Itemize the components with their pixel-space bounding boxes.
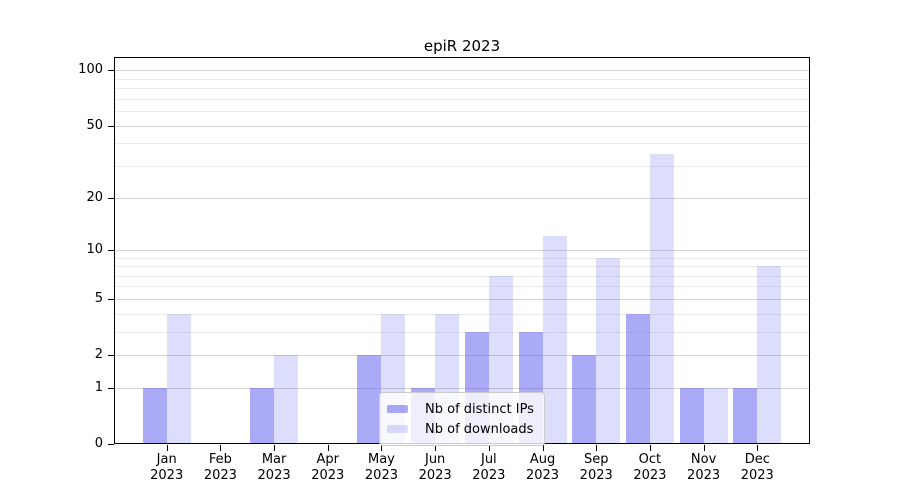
x-tick-label: Sep 2023 xyxy=(579,452,613,483)
y-tick-label: 50 xyxy=(86,117,103,133)
legend-entry-downloads: Nb of downloads xyxy=(387,419,534,439)
gridline-minor xyxy=(114,98,810,100)
bar-distinct-ips xyxy=(572,355,597,444)
x-axis-tick xyxy=(596,445,598,451)
y-tick-label: 20 xyxy=(86,189,103,205)
x-axis-tick xyxy=(327,445,329,451)
gridline-major xyxy=(114,298,810,300)
bar-downloads xyxy=(542,236,567,444)
bar-downloads xyxy=(703,387,728,444)
y-tick-label: 10 xyxy=(86,241,103,257)
legend-swatch-distinct-ips xyxy=(387,405,408,413)
y-tick-label: 0 xyxy=(94,436,103,451)
legend-entry-distinct-ips: Nb of distinct IPs xyxy=(387,399,534,419)
x-axis-tick xyxy=(220,445,222,451)
x-tick-label: Nov 2023 xyxy=(687,452,721,483)
bar-distinct-ips xyxy=(625,313,650,444)
x-tick-label: Aug 2023 xyxy=(525,452,560,483)
chart-title: epiR 2023 xyxy=(423,37,501,55)
plot-area: Nb of distinct IPs Nb of downloads xyxy=(114,57,810,446)
y-axis-tick xyxy=(108,70,114,72)
bar-distinct-ips xyxy=(357,355,382,444)
gridline-minor xyxy=(114,313,810,315)
x-tick-label: May 2023 xyxy=(364,452,398,483)
x-tick-label: Jun 2023 xyxy=(418,452,452,483)
x-tick-label: Dec 2023 xyxy=(740,452,774,483)
bar-distinct-ips xyxy=(679,387,704,444)
x-axis-tick xyxy=(649,445,651,451)
bar-downloads xyxy=(757,266,782,444)
x-axis-tick xyxy=(435,445,437,451)
gridline-minor xyxy=(114,78,810,80)
gridline-minor xyxy=(114,166,810,167)
legend-swatch-downloads xyxy=(387,425,408,433)
y-axis-tick xyxy=(108,197,114,199)
x-tick-label: Mar 2023 xyxy=(257,452,291,483)
x-axis-tick xyxy=(542,445,544,451)
y-tick-label: 2 xyxy=(94,347,103,363)
y-axis-tick xyxy=(108,298,114,300)
x-axis-tick xyxy=(703,445,705,451)
gridline-major xyxy=(114,197,810,199)
y-axis-tick xyxy=(108,387,114,389)
y-tick-label: 5 xyxy=(94,290,103,306)
bar-downloads xyxy=(166,313,191,444)
y-axis-tick xyxy=(108,355,114,357)
x-axis-tick xyxy=(381,445,383,451)
x-axis-tick xyxy=(274,445,276,451)
x-tick-label: Jan 2023 xyxy=(150,452,184,483)
y-axis-tick xyxy=(108,125,114,127)
gridline-minor xyxy=(114,286,810,288)
gridline-minor xyxy=(114,143,810,145)
x-tick-label: Oct 2023 xyxy=(633,452,667,483)
gridline-minor xyxy=(114,111,810,113)
y-axis-tick xyxy=(108,444,114,445)
y-tick-label: 100 xyxy=(78,62,103,78)
x-tick-label: Feb 2023 xyxy=(203,452,237,483)
gridline-minor xyxy=(114,275,810,277)
gridline-major xyxy=(114,70,810,72)
gridline-major xyxy=(114,125,810,127)
bar-downloads xyxy=(596,257,621,444)
bar-distinct-ips xyxy=(733,387,758,444)
legend-label-downloads: Nb of downloads xyxy=(425,421,534,437)
x-tick-label: Jul 2023 xyxy=(472,452,506,483)
legend: Nb of distinct IPs Nb of downloads xyxy=(379,392,545,446)
gridline-major xyxy=(114,387,810,389)
gridline-minor xyxy=(114,331,810,333)
x-axis-tick xyxy=(757,445,759,451)
bar-downloads xyxy=(649,153,674,444)
x-axis-tick xyxy=(488,445,490,451)
bar-distinct-ips xyxy=(142,387,167,444)
gridline-major xyxy=(114,249,810,251)
x-axis-tick xyxy=(166,445,168,451)
bar-distinct-ips xyxy=(250,387,275,444)
y-axis-tick xyxy=(108,249,114,251)
legend-label-distinct-ips: Nb of distinct IPs xyxy=(425,401,534,417)
gridline-major xyxy=(114,355,810,357)
x-tick-label: Apr 2023 xyxy=(311,452,345,483)
gridline-minor xyxy=(114,88,810,90)
gridline-minor xyxy=(114,266,810,268)
bar-downloads xyxy=(274,355,299,444)
gridline-minor xyxy=(114,257,810,259)
y-tick-label: 1 xyxy=(94,379,103,395)
